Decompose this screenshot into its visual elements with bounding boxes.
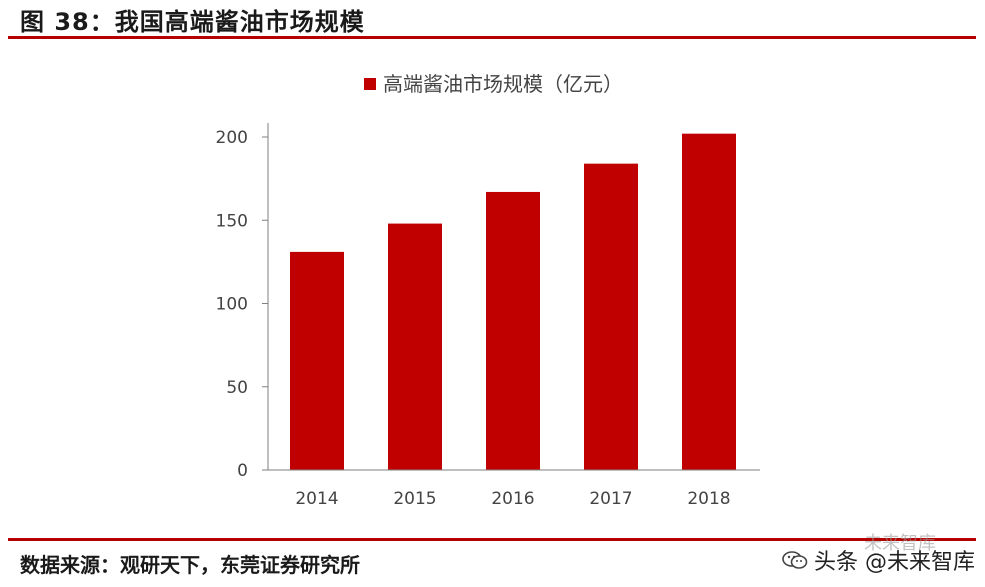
y-axis: 0 50 100 150 200 [216, 123, 269, 481]
bottom-divider [8, 538, 976, 541]
chart-legend: 高端酱油市场规模（亿元） [364, 72, 623, 96]
bar-2017 [584, 163, 638, 470]
bars [290, 133, 736, 471]
bar-2014 [290, 251, 344, 470]
x-tick-label: 2017 [589, 489, 632, 509]
top-divider [8, 36, 976, 39]
x-tick-label: 2014 [295, 489, 338, 509]
y-tick-label: 150 [216, 211, 248, 231]
source-note: 数据来源：观研天下，东莞证券研究所 [20, 553, 360, 577]
y-tick-label: 50 [226, 378, 248, 398]
bar-2018 [682, 133, 736, 471]
y-tick-label: 200 [216, 128, 248, 148]
y-tick-label: 0 [237, 461, 248, 481]
x-tick-label: 2015 [393, 489, 436, 509]
y-tick-label: 100 [216, 295, 248, 315]
legend-swatch [364, 78, 376, 90]
wechat-logo-icon [782, 550, 808, 570]
x-tick-label: 2018 [687, 489, 730, 509]
x-tick-label: 2016 [491, 489, 534, 509]
watermark-text: 头条 @未来智库 [814, 550, 975, 575]
watermark-faded-text: 未来智库 [864, 533, 936, 554]
watermark: 头条 @未来智库 [782, 544, 975, 576]
bar-2016 [486, 191, 540, 470]
x-axis: 2014 2015 2016 2017 2018 [268, 469, 760, 509]
figure-title: 图 38：我国高端酱油市场规模 [20, 8, 365, 36]
bar-2015 [388, 223, 442, 470]
legend-label: 高端酱油市场规模（亿元） [383, 72, 623, 96]
